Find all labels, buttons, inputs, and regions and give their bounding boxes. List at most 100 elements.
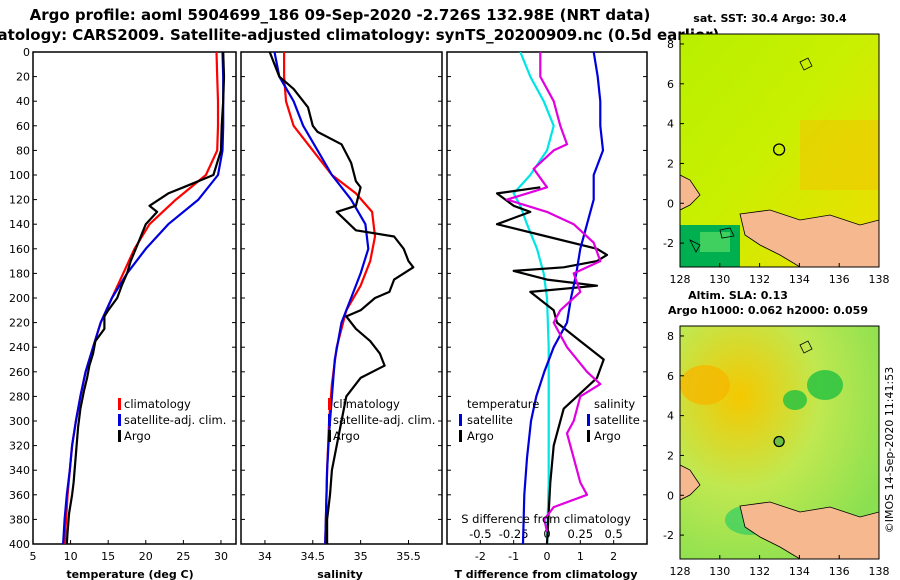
y-tick-label: 8 <box>667 38 674 51</box>
series-climatology <box>283 52 377 544</box>
legend-satellite-label: satellite-adj. clim. <box>333 413 435 427</box>
legend-satellite-swatch <box>118 414 121 426</box>
y-tick-label: 0 <box>667 489 674 502</box>
y-tick-label: 100 <box>9 169 30 182</box>
land-new-guinea <box>739 501 879 559</box>
series-s-argo <box>505 52 602 532</box>
island <box>799 57 813 71</box>
y-tick-label: 260 <box>9 366 30 379</box>
x-tick-label: 10 <box>64 550 78 563</box>
y-tick-label: 20 <box>16 71 30 84</box>
y-tick-label: 2 <box>667 157 674 170</box>
y-tick-label: 280 <box>9 390 30 403</box>
x-tick-label: 138 <box>869 565 890 578</box>
x2-tick-label: -0.5 <box>469 527 491 541</box>
x-tick-label: 132 <box>749 273 770 286</box>
island <box>799 340 813 354</box>
x-tick-label: 25 <box>176 550 190 563</box>
argo-position-marker <box>773 435 785 448</box>
x-tick-label: 35.5 <box>396 550 421 563</box>
legend-climatology-label: climatology <box>333 397 400 411</box>
sla-high-blob <box>680 365 730 405</box>
series-climatology <box>63 52 220 544</box>
diff-legend-s-satellite-label: satellite <box>594 413 640 427</box>
legend-satellite-swatch <box>328 414 331 426</box>
difference-lines <box>495 52 609 544</box>
salinity-xlabel: salinity <box>317 568 363 580</box>
island <box>719 227 735 239</box>
x-tick-label: 34 <box>258 550 272 563</box>
sst-map-axes: 128 130 132 134 136 138 -2 0 2 4 6 8 <box>663 38 889 286</box>
salinity-lines <box>268 52 415 544</box>
y-tick-label: 4 <box>667 410 674 423</box>
sla-map-frame <box>679 325 880 560</box>
sst-map <box>680 34 879 267</box>
y-tick-label: 0 <box>667 197 674 210</box>
x-tick-label: 30 <box>214 550 228 563</box>
x-tick-label: 34.5 <box>301 550 326 563</box>
y-tick-label: 140 <box>9 218 30 231</box>
sla-low-blob <box>783 390 807 410</box>
series-s-satellite <box>521 52 605 544</box>
difference-x2label: S difference from climatology <box>461 512 631 526</box>
land-new-guinea <box>739 209 879 267</box>
argo-position-marker <box>772 143 786 156</box>
legend-satellite-label: satellite-adj. clim. <box>124 413 226 427</box>
sst-map-frame <box>679 33 880 268</box>
difference-axes: -2 -1 0 1 2-0.5 -0.25 0 0.25 0.5 <box>447 51 647 563</box>
y-tick-label: 200 <box>9 292 30 305</box>
diff-legend-salinity-title: salinity <box>594 397 635 411</box>
legend-argo-swatch <box>328 430 331 442</box>
diff-legend-t-argo-label: Argo <box>467 429 494 443</box>
land-coast <box>680 174 701 211</box>
x-tick-label: 0 <box>544 550 551 563</box>
legend-climatology-label: climatology <box>124 397 191 411</box>
diff-legend-s-argo-label: Argo <box>594 429 621 443</box>
figure-title-line1: Argo profile: aoml 5904699_186 09-Sep-20… <box>30 6 651 24</box>
y-tick-label: 4 <box>667 118 674 131</box>
temperature-panel-frame <box>32 51 237 545</box>
legend-argo-label: Argo <box>333 429 360 443</box>
legend-argo-swatch <box>118 430 121 442</box>
x2-tick-label: 0.25 <box>568 527 594 541</box>
x-tick-label: 130 <box>709 565 730 578</box>
x2-tick-label: -0.25 <box>499 527 529 541</box>
x-tick-label: 5 <box>30 550 37 563</box>
y-tick-label: 6 <box>667 370 674 383</box>
diff-legend-t-satellite-swatch <box>459 414 462 426</box>
sla-map-axes: 128 130 132 134 136 138 -2 0 2 4 6 8 <box>663 330 889 578</box>
y-tick-label: 380 <box>9 513 30 526</box>
y-tick-label: 80 <box>16 144 30 157</box>
sla-map-title: Altim. SLA: 0.13 <box>688 289 788 302</box>
y-tick-label: 0 <box>23 46 30 59</box>
x-tick-label: 1 <box>577 550 584 563</box>
sla-low-blob <box>807 370 843 400</box>
y-tick-label: 6 <box>667 78 674 91</box>
difference-legend: temperature satellite Argo salinity sate… <box>459 397 640 443</box>
legend-climatology-swatch <box>328 398 331 410</box>
x-tick-label: 128 <box>670 273 691 286</box>
y-tick-label: 60 <box>16 120 30 133</box>
difference-xlabel: T difference from climatology <box>454 568 637 580</box>
salinity-axes: 34 34.5 35 35.5 <box>241 51 442 563</box>
x-tick-label: 134 <box>789 565 810 578</box>
salinity-panel-frame <box>240 51 443 545</box>
x-tick-label: 134 <box>789 273 810 286</box>
series-t-satellite <box>512 52 555 544</box>
y-tick-label: 340 <box>9 464 30 477</box>
temperature-axes: 0 20 40 60 80 100 120 140 160 180 200 220 240 260 280 3… <box>9 46 236 563</box>
temperature-lines <box>62 52 226 544</box>
y-tick-label: 160 <box>9 243 30 256</box>
temperature-legend: climatology satellite-adj. clim. Argo <box>118 397 226 443</box>
x-tick-label: 35 <box>354 550 368 563</box>
x-tick-label: -2 <box>475 550 486 563</box>
x-tick-label: 2 <box>610 550 617 563</box>
diff-legend-t-argo-swatch <box>459 430 462 442</box>
diff-legend-s-satellite-swatch <box>587 414 590 426</box>
y-tick-label: 180 <box>9 267 30 280</box>
legend-argo-label: Argo <box>124 429 151 443</box>
diff-legend-s-argo-swatch <box>587 430 590 442</box>
series-argo <box>65 52 226 544</box>
credit-text: ©IMOS 14-Sep-2020 11:41:53 <box>883 367 896 533</box>
